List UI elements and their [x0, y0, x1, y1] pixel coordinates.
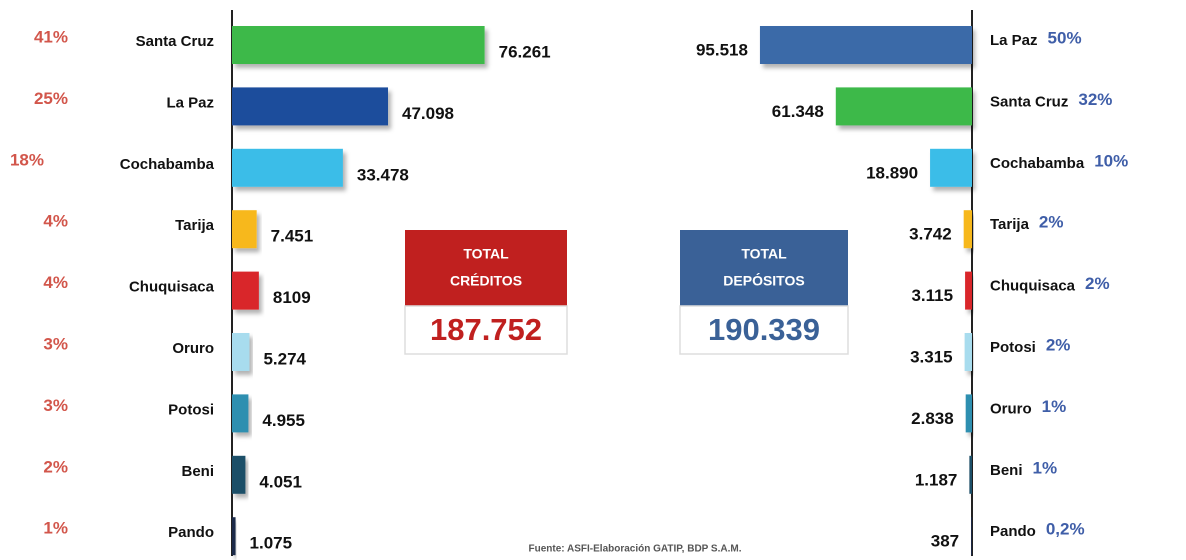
value-label: 18.890 [866, 163, 918, 182]
category-label: Beni [990, 462, 1023, 479]
share-label: 2% [43, 457, 68, 476]
share-label: 18% [10, 150, 44, 169]
total-value-box [679, 305, 849, 355]
value-label: 95.518 [696, 40, 748, 59]
category-label: Oruro [172, 340, 214, 357]
share-label: 2% [1046, 335, 1071, 354]
value-label: 5.274 [263, 349, 306, 368]
value-label: 4.955 [262, 411, 305, 430]
value-label: 2.838 [911, 409, 954, 428]
share-label: 41% [34, 27, 68, 46]
category-label: Beni [181, 463, 214, 480]
category-label: Pando [990, 523, 1036, 540]
value-label: 61.348 [772, 102, 824, 121]
category-label: Oruro [990, 400, 1032, 417]
share-label: 1% [1042, 397, 1067, 416]
bar [232, 394, 249, 433]
bar [759, 26, 972, 64]
total-box [405, 230, 567, 306]
share-label: 3% [43, 396, 68, 415]
value-label: 387 [931, 532, 959, 551]
category-label: Chuquisaca [990, 278, 1076, 295]
value-label: 76.261 [499, 42, 551, 61]
bar [930, 148, 972, 187]
category-label: Cochabamba [120, 156, 215, 173]
category-label: Santa Cruz [136, 33, 214, 50]
bar [965, 271, 972, 310]
total-title: TOTAL [741, 246, 787, 262]
bar [232, 271, 259, 310]
value-label: 7.451 [271, 227, 314, 246]
category-label: La Paz [990, 32, 1038, 49]
category-label: Santa Cruz [990, 93, 1068, 110]
source: Fuente: ASFI-Elaboración GATIP, BDP S.A.… [529, 544, 742, 555]
value-label: 1.075 [250, 534, 293, 553]
bar [964, 333, 972, 371]
share-label: 10% [1094, 151, 1128, 170]
bar [969, 455, 972, 494]
bar [232, 148, 343, 187]
bar [835, 87, 972, 126]
category-label: Potosi [990, 339, 1036, 356]
value-label: 3.315 [910, 347, 953, 366]
share-label: 2% [1039, 213, 1064, 232]
share-label: 50% [1048, 28, 1082, 47]
bar [963, 210, 972, 249]
bar [232, 455, 246, 494]
value-label: 33.478 [357, 165, 409, 184]
bar [971, 517, 972, 556]
value-label: 4.051 [259, 472, 302, 491]
share-label: 0,2% [1046, 520, 1085, 539]
share-label: 4% [43, 273, 68, 292]
value-label: 3.115 [911, 286, 953, 305]
share-label: 1% [43, 519, 68, 538]
category-label: Pando [168, 524, 214, 541]
category-label: Chuquisaca [129, 279, 215, 296]
bar [232, 87, 389, 126]
category-label: Potosi [168, 401, 214, 418]
bar [232, 333, 250, 371]
share-label: 32% [1078, 90, 1112, 109]
share-label: 3% [43, 334, 68, 353]
category-label: Tarija [175, 217, 215, 234]
total-value: 190.339 [708, 312, 820, 347]
value-label: 3.742 [909, 225, 952, 244]
total-value: 187.752 [430, 312, 542, 347]
category-label: Cochabamba [990, 155, 1085, 172]
total-title: DEPÓSITOS [723, 272, 804, 289]
bar [232, 26, 485, 64]
bar [232, 210, 257, 249]
share-label: 4% [43, 212, 68, 231]
total-title: TOTAL [463, 246, 509, 262]
value-label: 8109 [273, 288, 311, 307]
value-label: 47.098 [402, 104, 454, 123]
bar [965, 394, 972, 433]
total-title: CRÉDITOS [450, 273, 522, 289]
share-label: 1% [1033, 458, 1058, 477]
total-box [680, 230, 848, 306]
bar [232, 517, 236, 556]
total-value-box [404, 305, 568, 355]
value-label: 1.187 [915, 470, 958, 489]
share-label: 2% [1085, 274, 1110, 293]
share-label: 25% [34, 89, 68, 108]
category-label: La Paz [166, 94, 214, 111]
category-label: Tarija [990, 216, 1030, 233]
